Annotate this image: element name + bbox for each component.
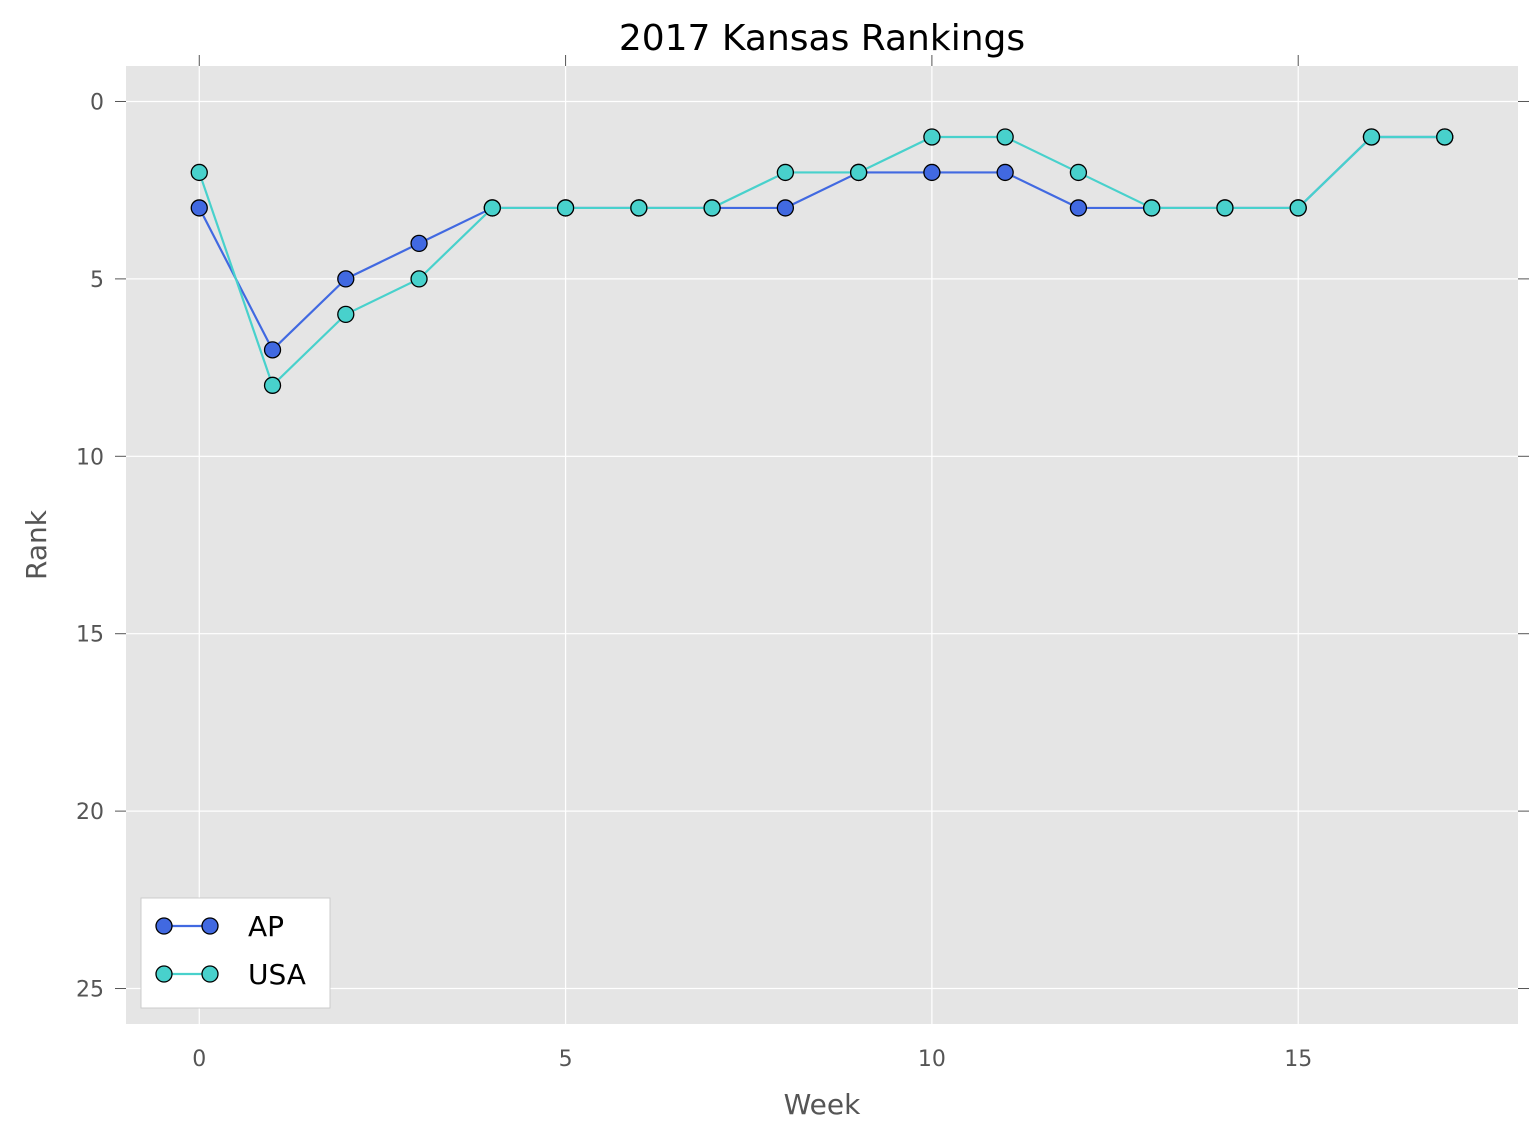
legend-label: AP	[248, 910, 284, 943]
data-point	[776, 199, 795, 217]
legend: AP USA	[140, 897, 331, 1009]
y-tick-label: 5	[90, 268, 104, 293]
data-point	[1289, 199, 1307, 217]
y-tick-label: 10	[76, 445, 104, 470]
data-point	[556, 199, 575, 217]
x-tick-label: 15	[1284, 1047, 1312, 1072]
chart-title: 2017 Kansas Rankings	[619, 18, 1025, 59]
y-tick-label: 25	[76, 978, 104, 1003]
legend-label: USA	[248, 958, 306, 991]
data-point	[1216, 199, 1234, 217]
legend-marker	[155, 917, 173, 935]
plot-background	[126, 66, 1518, 1024]
data-point	[263, 341, 282, 359]
data-point	[996, 128, 1014, 146]
series-layer	[190, 128, 1454, 394]
legend-marker	[201, 965, 219, 983]
series-line	[198, 135, 1445, 388]
data-point	[263, 376, 282, 394]
data-point	[1069, 163, 1088, 182]
data-point	[849, 163, 868, 182]
data-point	[190, 199, 208, 217]
data-point	[996, 163, 1014, 182]
y-tick-label: 15	[76, 623, 104, 648]
data-point	[337, 270, 355, 288]
data-point	[337, 305, 355, 324]
data-point	[1143, 199, 1161, 217]
y-axis-label: Rank	[20, 509, 53, 580]
x-axis-label: Week	[784, 1088, 861, 1121]
legend-marker	[155, 965, 173, 983]
data-point	[923, 128, 941, 146]
data-point	[1069, 199, 1088, 217]
data-point	[410, 234, 428, 253]
legend-marker	[201, 917, 219, 935]
data-point	[410, 270, 428, 288]
x-tick-label: 5	[559, 1047, 573, 1072]
data-point	[923, 163, 941, 182]
x-tick-label: 0	[192, 1047, 206, 1072]
data-point	[776, 163, 795, 182]
legend-item-ap: AP	[155, 910, 284, 943]
y-tick-label: 20	[76, 800, 104, 825]
legend-item-usa: USA	[155, 958, 306, 991]
data-point	[1362, 128, 1381, 146]
grid-layer	[126, 66, 1518, 1024]
tick-layer: 0 5 10 15 0 5 10 15 20 25	[76, 55, 1529, 1072]
data-point	[1436, 128, 1454, 146]
data-point	[703, 199, 721, 217]
data-point	[630, 199, 648, 217]
legend-box	[140, 897, 331, 1009]
data-point	[483, 199, 501, 217]
y-tick-label: 0	[90, 90, 104, 115]
x-tick-label: 10	[918, 1047, 946, 1072]
data-point	[190, 163, 208, 182]
series-usa	[190, 128, 1454, 394]
